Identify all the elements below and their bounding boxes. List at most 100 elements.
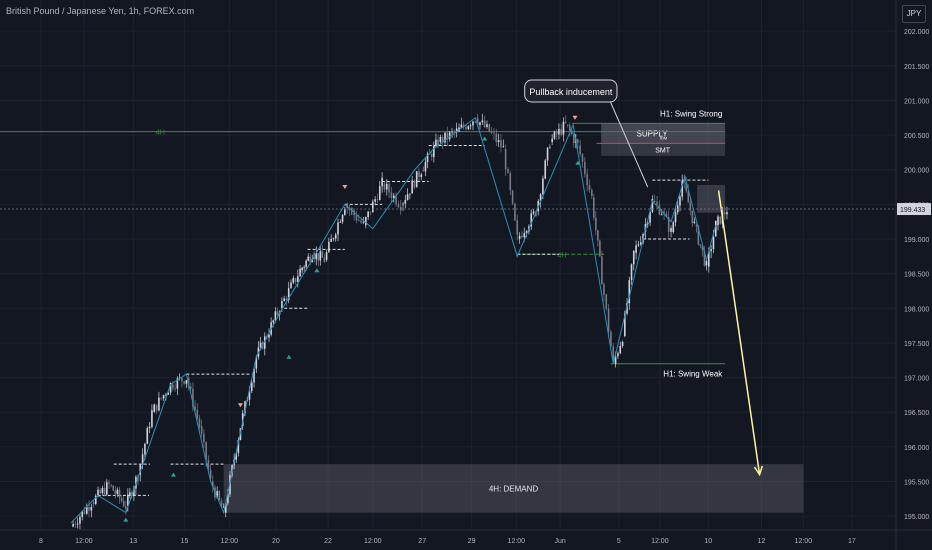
y-tick-label-2: 201.000 (904, 98, 929, 105)
x-tick-label-15: 12 (758, 538, 766, 545)
candle-body-264 (663, 211, 665, 214)
candle-body-31 (139, 464, 142, 475)
candle-body-120 (334, 234, 337, 239)
candle-body-87 (263, 336, 266, 349)
candle-body-160 (426, 153, 429, 163)
y-tick-label-7: 198.500 (904, 272, 929, 279)
x-tick-label-14: 10 (704, 538, 712, 545)
candle-body-200 (518, 235, 521, 240)
candle-body-234 (595, 217, 597, 231)
candle-body-185 (483, 120, 486, 127)
candle-body-101 (294, 278, 297, 282)
candle-body-216 (555, 131, 558, 135)
candle-body-236 (599, 240, 601, 257)
candle-body-272 (681, 180, 684, 197)
candle-body-17 (110, 484, 112, 486)
candle-body-39 (158, 397, 160, 411)
candle-body-139 (378, 186, 381, 201)
candle-body-178 (467, 126, 470, 130)
smt-zone-label: SMT (655, 148, 671, 155)
candle-body-21 (118, 489, 121, 499)
y-tick-label-11: 196.500 (904, 410, 929, 417)
candle-body-147 (397, 204, 400, 207)
candle-body-0 (72, 523, 74, 527)
candle-body-156 (418, 171, 420, 177)
candle-body-261 (656, 201, 658, 205)
candle-body-191 (497, 140, 500, 143)
candle-body-215 (553, 131, 556, 139)
projection-arrow-head (753, 465, 764, 477)
candle-body-63 (212, 481, 214, 488)
candle-body-154 (413, 180, 416, 188)
candle-body-92 (274, 311, 277, 321)
candle-body-135 (369, 211, 372, 213)
candle-body-244 (617, 353, 619, 357)
candle-body-66 (218, 490, 221, 501)
candle-body-134 (367, 211, 369, 218)
candle-body-41 (162, 395, 165, 399)
candle-body-103 (299, 268, 301, 277)
y-tick-label-9: 197.500 (904, 341, 929, 348)
x-tick-label-13: 12:00 (651, 538, 669, 545)
candle-body-220 (564, 121, 567, 123)
candle-body-119 (332, 238, 335, 240)
x-tick-label-9: 29 (468, 538, 476, 545)
candle-body-152 (409, 193, 411, 195)
last-price-label: 199.433 (900, 207, 925, 214)
candle-body-253 (637, 244, 640, 246)
candle-body-243 (614, 356, 617, 364)
candle-body-23 (122, 501, 125, 507)
candle-body-65 (216, 490, 218, 498)
candle-body-163 (433, 145, 435, 158)
candle-body-45 (172, 384, 174, 389)
candle-body-11 (97, 489, 99, 496)
candle-body-165 (437, 139, 439, 147)
candle-body-60 (205, 442, 207, 461)
candle-body-246 (621, 341, 624, 346)
currency-button[interactable]: JPY (902, 5, 926, 23)
candle-body-275 (687, 191, 690, 203)
x-tick-label-7: 12:00 (364, 538, 382, 545)
candle-body-269 (674, 212, 677, 223)
candle-body-91 (272, 320, 275, 323)
candle-body-14 (103, 488, 106, 495)
up-marker-4 (482, 136, 488, 141)
candle-body-232 (591, 189, 593, 196)
candle-body-281 (699, 244, 702, 246)
x-tick-label-3: 15 (181, 538, 189, 545)
candle-body-274 (685, 182, 688, 192)
candle-body-155 (415, 171, 418, 188)
candle-body-32 (141, 454, 144, 465)
candle-body-34 (146, 428, 149, 444)
candle-body-212 (546, 147, 549, 161)
candle-body-176 (462, 124, 465, 127)
candle-body-69 (224, 503, 227, 513)
last-price-tag (897, 203, 931, 216)
candle-body-192 (500, 140, 502, 148)
candle-body-180 (472, 121, 474, 126)
candle-body-179 (469, 125, 472, 127)
candle-body-102 (297, 276, 299, 282)
candle-body-203 (525, 231, 528, 234)
candle-body-107 (307, 256, 309, 261)
candle-body-118 (330, 239, 332, 242)
candle-body-51 (185, 380, 188, 384)
candle-body-122 (339, 221, 342, 223)
candle-body-6 (85, 506, 88, 514)
x-tick-label-8: 27 (418, 538, 426, 545)
candle-body-1 (74, 523, 77, 525)
candle-body-37 (153, 404, 156, 413)
y-tick-label-8: 198.000 (904, 306, 929, 313)
candle-body-78 (244, 401, 246, 414)
annotation-text: Pullback inducement (529, 87, 613, 97)
supply-zone-label: SUPPLY (637, 129, 669, 138)
candle-body-292 (723, 212, 726, 215)
candle-body-22 (120, 498, 123, 502)
candle-body-55 (194, 406, 196, 410)
candle-body-146 (395, 195, 397, 205)
candle-body-36 (151, 410, 153, 427)
candle-body-233 (593, 197, 595, 218)
candle-body-289 (717, 216, 719, 226)
candle-body-263 (660, 214, 663, 216)
